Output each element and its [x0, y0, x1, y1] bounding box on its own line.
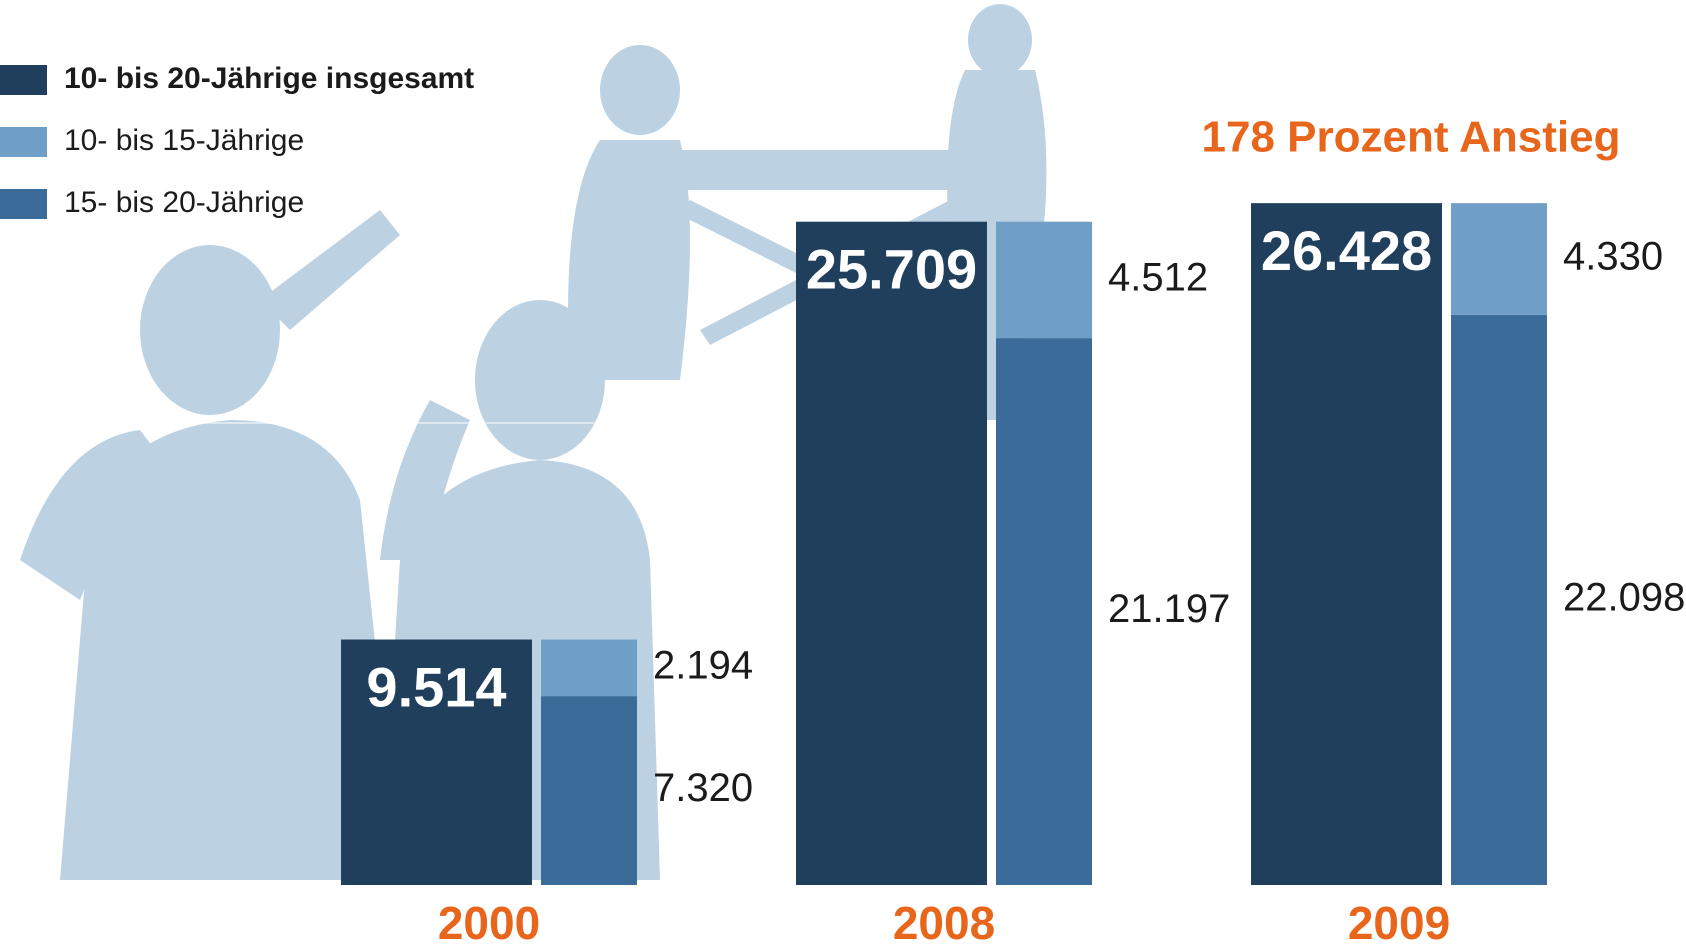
bar-segment — [541, 640, 637, 697]
bar-segment — [996, 222, 1092, 338]
legend-swatch — [0, 189, 47, 219]
bar-segment — [1451, 315, 1547, 885]
legend-swatch — [0, 127, 47, 157]
x-tick-label: 2009 — [1348, 897, 1450, 949]
segment-label: 4.512 — [1108, 255, 1208, 299]
segment-label: 21.197 — [1108, 587, 1230, 631]
legend-swatch — [0, 65, 47, 95]
bar-segment — [996, 338, 1092, 885]
x-tick-label: 2008 — [893, 897, 995, 949]
annotation: 178 Prozent Anstieg — [1202, 113, 1621, 162]
total-label: 25.709 — [806, 238, 977, 301]
segment-label: 4.330 — [1563, 235, 1663, 279]
bar — [796, 222, 987, 885]
chart: 178 Prozent Anstieg 10- bis 20-Jährige i… — [0, 0, 1686, 950]
bar-segment — [1451, 203, 1547, 315]
total-label: 26.428 — [1261, 219, 1432, 282]
bar — [1251, 203, 1442, 885]
x-tick-label: 2000 — [438, 897, 540, 949]
legend-label: 10- bis 15-Jährige — [64, 124, 304, 157]
segment-label: 7.320 — [653, 766, 753, 810]
bar-segment — [541, 696, 637, 885]
legend-label: 10- bis 20-Jährige insgesamt — [64, 62, 474, 95]
total-label: 9.514 — [366, 655, 506, 718]
page: {"chart_data": { "type": "bar", "categor… — [0, 0, 1686, 950]
segment-label: 2.194 — [653, 643, 753, 687]
legend-label: 15- bis 20-Jährige — [64, 186, 304, 219]
segment-label: 22.098 — [1563, 575, 1685, 619]
